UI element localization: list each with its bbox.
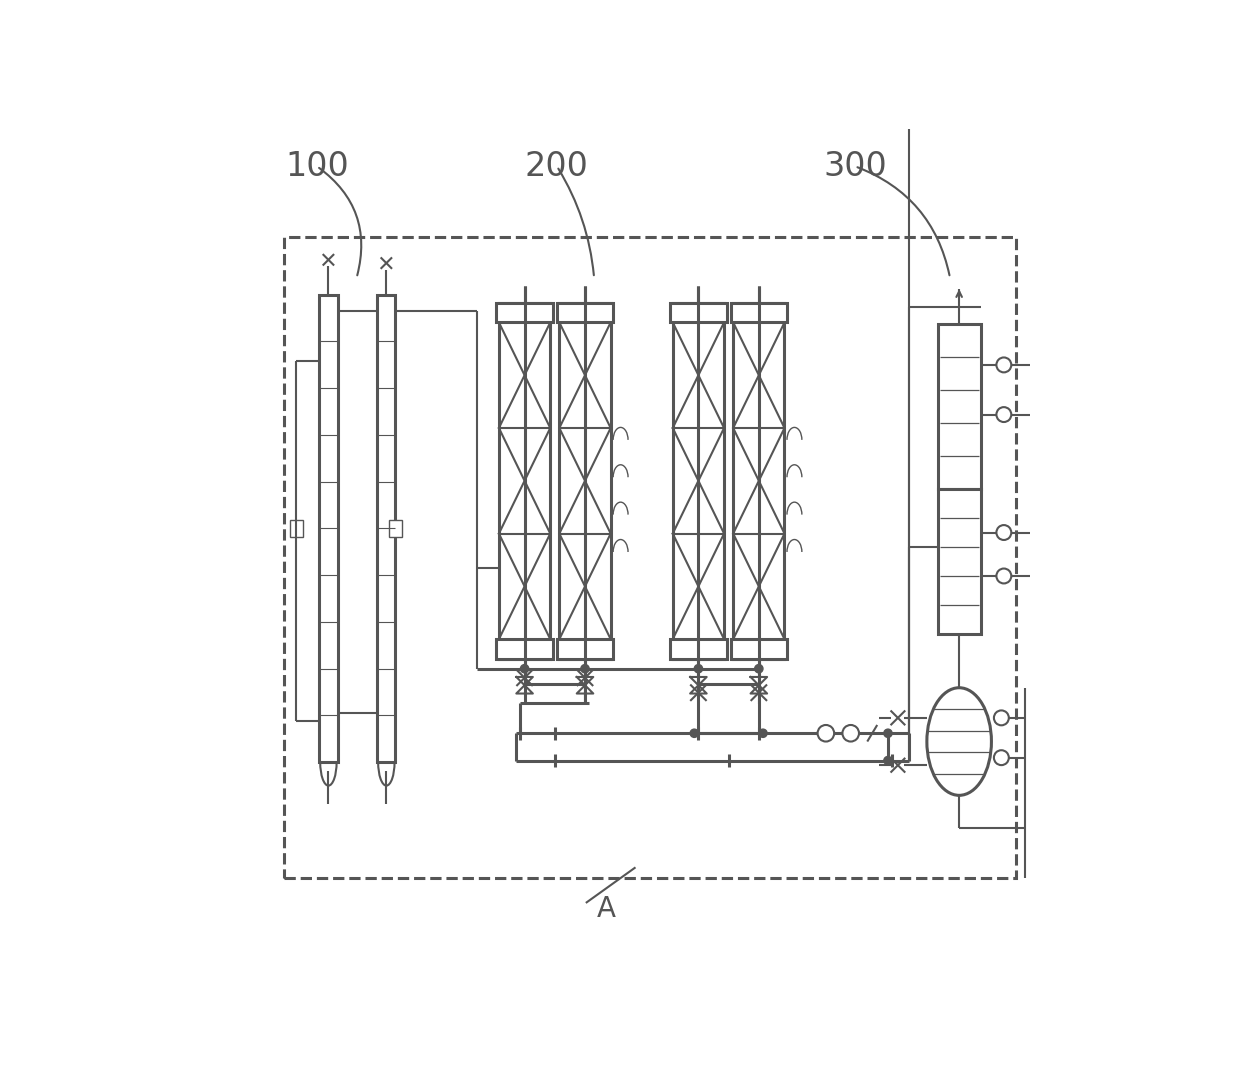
Bar [937, 489, 981, 634]
Bar [284, 236, 1017, 878]
Circle shape [884, 729, 892, 737]
Circle shape [994, 750, 1009, 765]
Bar [289, 520, 303, 536]
Text: A: A [596, 894, 616, 922]
Circle shape [521, 664, 528, 673]
Bar [557, 640, 614, 659]
Circle shape [997, 407, 1012, 422]
Circle shape [997, 569, 1012, 584]
Circle shape [842, 725, 859, 742]
Circle shape [580, 664, 589, 673]
Bar [498, 303, 551, 659]
Circle shape [884, 757, 892, 764]
Bar [559, 303, 610, 659]
Bar [670, 303, 727, 322]
Circle shape [759, 729, 768, 737]
Bar [673, 303, 724, 659]
Bar [319, 295, 337, 762]
Bar [496, 303, 553, 322]
Circle shape [755, 664, 763, 673]
Circle shape [997, 525, 1012, 540]
Bar [730, 640, 787, 659]
Bar [730, 303, 787, 322]
Bar [937, 324, 981, 489]
Bar [389, 520, 402, 536]
Text: 100: 100 [285, 149, 348, 183]
Bar [670, 640, 727, 659]
Bar [377, 295, 396, 762]
Bar [557, 303, 614, 322]
Bar [733, 303, 785, 659]
Bar [496, 640, 553, 659]
Circle shape [817, 725, 835, 742]
Ellipse shape [926, 688, 992, 796]
Circle shape [997, 358, 1012, 372]
Circle shape [994, 711, 1009, 726]
Text: 300: 300 [823, 149, 887, 183]
Circle shape [691, 729, 698, 737]
Circle shape [694, 664, 703, 673]
Text: 200: 200 [525, 149, 589, 183]
